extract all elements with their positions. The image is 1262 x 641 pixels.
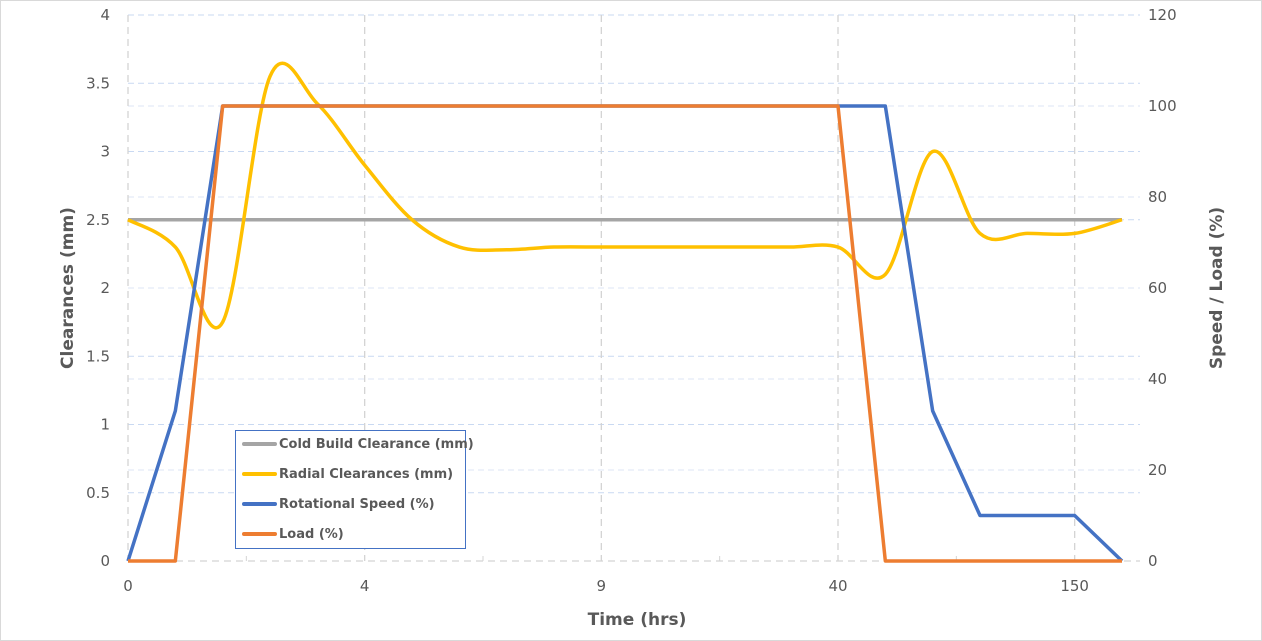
y-tick-label: 1.5 xyxy=(86,347,110,365)
y2-tick-label: 20 xyxy=(1148,461,1167,479)
y-tick-label: 0 xyxy=(100,552,110,570)
y2-tick-label: 60 xyxy=(1148,279,1167,297)
y-tick-label: 1 xyxy=(100,416,110,434)
legend-label: Load (%) xyxy=(279,526,344,542)
legend-item-radial: Radial Clearances (mm) xyxy=(242,463,453,485)
y-axis-title: Clearances (mm) xyxy=(58,207,78,369)
y2-axis-ticks: 0 20 40 60 80 100 120 xyxy=(1148,6,1177,570)
y-axis-ticks: 0 0.5 1 1.5 2 2.5 3 3.5 4 xyxy=(86,6,110,570)
legend-swatch-blue xyxy=(242,502,277,506)
series-line-radial-clearances-mm xyxy=(127,61,1123,330)
y-tick-label: 2.5 xyxy=(86,211,110,229)
legend-label: Cold Build Clearance (mm) xyxy=(279,436,474,452)
chart-legend: Cold Build Clearance (mm) Radial Clearan… xyxy=(235,430,474,549)
legend-item-speed: Rotational Speed (%) xyxy=(242,493,435,515)
legend-label: Radial Clearances (mm) xyxy=(279,466,454,482)
legend-swatch-yellow xyxy=(242,472,277,476)
y-tick-label: 4 xyxy=(100,6,110,24)
y-tick-label: 2 xyxy=(100,279,110,297)
y2-tick-label: 100 xyxy=(1148,97,1177,115)
x-tick-label: 0 xyxy=(123,577,133,595)
x-axis-ticks: 0 4 9 40 150 xyxy=(123,577,1089,595)
legend-label: Rotational Speed (%) xyxy=(279,496,435,512)
series-line-load xyxy=(128,104,1122,563)
y2-axis-title: Speed / Load (%) xyxy=(1207,207,1227,369)
y2-tick-label: 0 xyxy=(1148,552,1158,570)
x-tick-label: 150 xyxy=(1060,577,1089,595)
x-tick-label: 4 xyxy=(360,577,370,595)
y2-tick-label: 80 xyxy=(1148,188,1167,206)
legend-swatch-orange xyxy=(242,532,277,536)
legend-item-cold-build: Cold Build Clearance (mm) xyxy=(242,433,474,455)
x-axis-title: Time (hrs) xyxy=(588,610,687,630)
legend-item-load: Load (%) xyxy=(242,523,344,545)
x-tick-label: 40 xyxy=(828,577,847,595)
legend-swatch-gray xyxy=(242,442,277,446)
y-tick-label: 0.5 xyxy=(86,484,110,502)
y2-tick-label: 40 xyxy=(1148,370,1167,388)
y-tick-label: 3 xyxy=(100,143,110,161)
y2-tick-label: 120 xyxy=(1148,6,1177,24)
y-tick-label: 3.5 xyxy=(86,74,110,92)
series-lines xyxy=(126,61,1124,563)
x-tick-label: 9 xyxy=(597,577,607,595)
